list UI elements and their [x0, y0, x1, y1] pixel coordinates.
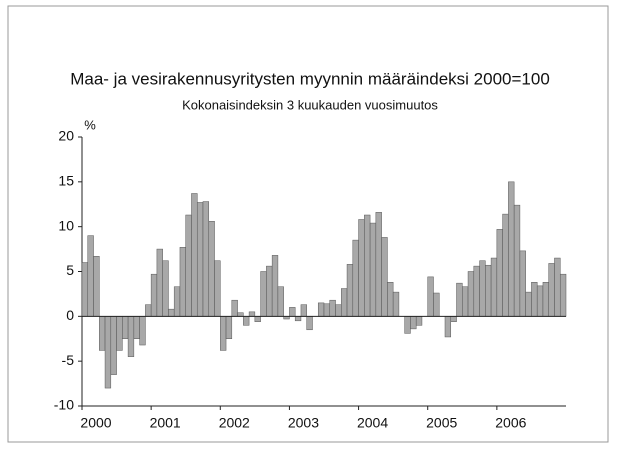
- bar: [317, 302, 325, 317]
- bar: [341, 288, 348, 317]
- x-tick-label: 2001: [150, 415, 181, 431]
- bar: [133, 316, 140, 340]
- x-tick-label: 2004: [357, 415, 388, 431]
- y-axis-label: %: [84, 117, 96, 132]
- bar: [202, 201, 210, 317]
- bar: [346, 264, 354, 317]
- bar: [496, 229, 503, 317]
- bar: [271, 255, 279, 317]
- bar: [294, 316, 302, 322]
- bar: [110, 316, 117, 375]
- bar: [248, 311, 256, 317]
- y-tick-label: 20: [58, 128, 74, 144]
- bar: [277, 286, 284, 317]
- bar: [122, 316, 129, 340]
- bar: [191, 193, 198, 317]
- bar: [485, 264, 492, 317]
- bar: [536, 285, 544, 317]
- bar: [306, 316, 313, 331]
- bar: [185, 214, 192, 317]
- x-tick-label: 2003: [288, 415, 319, 431]
- bar: [375, 212, 382, 317]
- bar: [156, 248, 163, 317]
- bar: [554, 257, 561, 317]
- bar: [404, 316, 411, 334]
- bar: [260, 271, 267, 317]
- bar: [323, 303, 331, 317]
- bar: [381, 237, 388, 317]
- bar: [93, 256, 100, 317]
- bar: [168, 308, 175, 317]
- bar: [387, 282, 394, 317]
- bar: [456, 282, 463, 317]
- bar: [145, 304, 152, 317]
- bar: [225, 316, 233, 340]
- bar: [116, 316, 123, 351]
- x-tick-label: 2002: [219, 415, 250, 431]
- bar: [490, 257, 498, 317]
- x-tick-label: 2000: [80, 415, 111, 431]
- bar: [358, 219, 365, 317]
- bar: [266, 265, 273, 317]
- y-tick-label: 15: [58, 173, 74, 189]
- bar: [433, 292, 440, 317]
- bar: [352, 239, 359, 317]
- bar: [513, 204, 521, 317]
- bar: [467, 271, 475, 317]
- bar: [254, 316, 261, 322]
- bar: [237, 312, 244, 317]
- bar: [473, 265, 480, 317]
- bar: [531, 282, 538, 317]
- bar: [127, 316, 135, 357]
- y-tick-label: 5: [66, 262, 74, 278]
- bar: [415, 316, 423, 326]
- bar: [289, 307, 296, 317]
- bar: [427, 276, 434, 317]
- bar: [525, 291, 532, 317]
- y-tick-label: -10: [54, 397, 74, 413]
- bar: [462, 286, 469, 317]
- bar: [502, 213, 509, 317]
- bar: [410, 316, 417, 330]
- bar: [508, 181, 515, 317]
- chart-subtitle: Kokonaisindeksin 3 kuukauden vuosimuutos: [182, 97, 438, 112]
- bar: [450, 316, 457, 322]
- bar: [99, 316, 106, 351]
- bar: [150, 273, 158, 317]
- bar: [162, 260, 169, 317]
- x-tick-label: 2006: [495, 415, 526, 431]
- chart-title: Maa- ja vesirakennusyritysten myynnin mä…: [70, 69, 550, 88]
- bar: [542, 282, 549, 317]
- bar: [335, 304, 342, 317]
- y-tick-label: 10: [58, 217, 74, 233]
- bar: [364, 214, 371, 317]
- bar: [548, 263, 555, 317]
- bar: [559, 273, 567, 317]
- bar: [104, 316, 112, 389]
- bar: [243, 316, 250, 326]
- bar: [179, 247, 186, 317]
- bar: [139, 316, 146, 346]
- bar: [444, 316, 452, 338]
- bar: [231, 299, 238, 317]
- bar: [87, 235, 94, 317]
- bar: [173, 286, 181, 317]
- x-tick-label: 2005: [426, 415, 457, 431]
- bar: [329, 299, 336, 317]
- y-tick-label: -5: [62, 352, 75, 368]
- bar: [519, 250, 526, 317]
- bar: [392, 291, 400, 317]
- bar: [208, 221, 215, 317]
- y-tick-label: 0: [66, 307, 74, 323]
- bar: [369, 222, 377, 317]
- bar: [300, 304, 307, 317]
- bar: [196, 202, 204, 317]
- frame: [7, 5, 609, 443]
- bar: [81, 262, 89, 317]
- bar: [479, 260, 486, 317]
- bar: [214, 260, 221, 317]
- bar: [220, 316, 227, 351]
